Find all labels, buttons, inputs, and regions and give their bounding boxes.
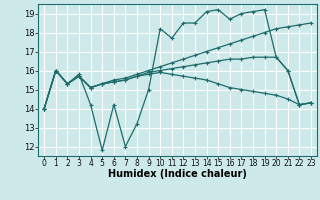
X-axis label: Humidex (Indice chaleur): Humidex (Indice chaleur) [108, 169, 247, 179]
